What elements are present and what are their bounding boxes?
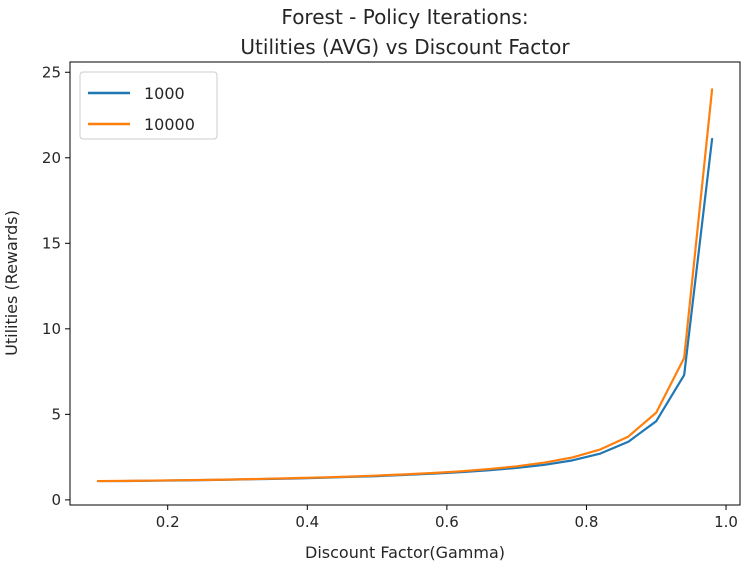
- x-tick-label: 0.8: [575, 513, 599, 531]
- series-layer: [96, 88, 714, 483]
- legend-box: [79, 71, 218, 140]
- chart-title-line-1: Forest - Policy Iterations:: [281, 5, 528, 29]
- y-tick-label: 10: [42, 320, 61, 338]
- series-line-1000: [96, 137, 714, 483]
- x-tick-label: 0.6: [435, 513, 459, 531]
- x-tick-label: 1.0: [714, 513, 738, 531]
- y-axis-label: Utilities (Rewards): [2, 210, 21, 356]
- x-tick-label: 0.4: [295, 513, 319, 531]
- series-line-10000: [96, 88, 714, 483]
- x-axis-ticks: 0.2 0.4 0.6 0.8 1.0: [156, 505, 738, 531]
- plot-frame: [69, 61, 741, 506]
- legend-label-1000: 1000: [144, 84, 185, 103]
- y-tick-label: 25: [42, 63, 61, 81]
- x-axis-label: Discount Factor(Gamma): [305, 543, 505, 562]
- y-tick-label: 0: [51, 491, 61, 509]
- chart-title-line-2: Utilities (AVG) vs Discount Factor: [240, 35, 570, 59]
- y-axis-ticks: 0 5 10 15 20 25: [42, 63, 70, 509]
- y-tick-label: 20: [42, 149, 61, 167]
- x-tick-label: 0.2: [156, 513, 180, 531]
- y-tick-label: 5: [51, 405, 61, 423]
- legend: 1000 10000: [79, 71, 218, 140]
- legend-label-10000: 10000: [144, 115, 195, 134]
- y-tick-label: 15: [42, 234, 61, 252]
